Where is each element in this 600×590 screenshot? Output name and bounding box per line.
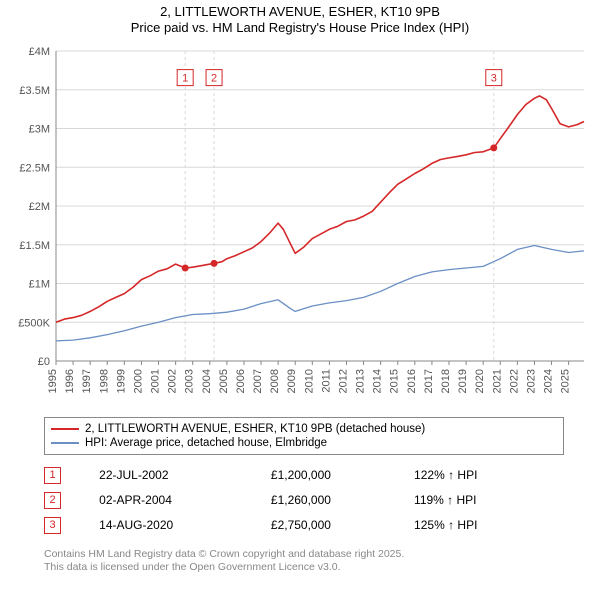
chart-title: 2, LITTLEWORTH AVENUE, ESHER, KT10 9PB P… — [8, 4, 592, 37]
svg-text:£4M: £4M — [29, 46, 50, 58]
svg-text:2023: 2023 — [525, 369, 537, 393]
marker-number-box: 3 — [44, 517, 61, 534]
svg-text:2011: 2011 — [320, 369, 332, 393]
chart-plot: £0 £500K £1M £1.5M £2M £2.5M £3M £3.5M £4M 1995 19… — [8, 41, 592, 411]
svg-text:1997: 1997 — [81, 369, 93, 393]
footer-line-2: This data is licensed under the Open Gov… — [44, 561, 592, 575]
svg-text:2002: 2002 — [167, 369, 179, 393]
svg-text:£3.5M: £3.5M — [19, 84, 50, 96]
svg-text:2009: 2009 — [286, 369, 298, 393]
svg-text:2005: 2005 — [218, 369, 230, 393]
svg-text:£2M: £2M — [29, 201, 50, 213]
legend-swatch — [51, 428, 79, 430]
svg-text:£1.5M: £1.5M — [19, 239, 50, 251]
svg-text:2024: 2024 — [543, 369, 555, 393]
svg-text:2013: 2013 — [355, 369, 367, 393]
svg-text:2021: 2021 — [491, 369, 503, 393]
marker-price: £1,260,000 — [271, 488, 414, 513]
marker-date: 02-APR-2004 — [99, 488, 271, 513]
marker-table: 1 22-JUL-2002£1,200,000122% ↑ HPI 2 02-APR-… — [44, 463, 564, 538]
svg-text:£1M: £1M — [29, 278, 50, 290]
svg-text:2016: 2016 — [406, 369, 418, 393]
legend-swatch — [51, 442, 79, 444]
svg-text:£500K: £500K — [18, 317, 50, 329]
title-line-1: 2, LITTLEWORTH AVENUE, ESHER, KT10 9PB — [8, 4, 592, 20]
svg-text:2015: 2015 — [389, 369, 401, 393]
svg-text:2003: 2003 — [184, 369, 196, 393]
svg-text:1996: 1996 — [64, 369, 76, 393]
svg-text:2000: 2000 — [132, 369, 144, 393]
svg-text:£3M: £3M — [29, 123, 50, 135]
svg-text:2019: 2019 — [457, 369, 469, 393]
svg-text:£0: £0 — [38, 356, 50, 368]
chart-svg: £0 £500K £1M £1.5M £2M £2.5M £3M £3.5M £4M 1995 19… — [8, 41, 592, 411]
svg-text:2006: 2006 — [235, 369, 247, 393]
svg-text:2008: 2008 — [269, 369, 281, 393]
svg-text:2007: 2007 — [252, 369, 264, 393]
svg-text:2018: 2018 — [440, 369, 452, 393]
footer: Contains HM Land Registry data © Crown c… — [44, 548, 592, 575]
marker-number-box: 2 — [44, 492, 61, 509]
legend: 2, LITTLEWORTH AVENUE, ESHER, KT10 9PB (… — [44, 417, 564, 455]
svg-text:2022: 2022 — [508, 369, 520, 393]
svg-text:2025: 2025 — [560, 369, 572, 393]
legend-item: 2, LITTLEWORTH AVENUE, ESHER, KT10 9PB (… — [51, 422, 557, 436]
marker-pct: 122% ↑ HPI — [414, 463, 564, 488]
svg-text:3: 3 — [491, 72, 497, 84]
marker-number-box: 1 — [44, 467, 61, 484]
svg-text:2014: 2014 — [372, 369, 384, 393]
legend-item: HPI: Average price, detached house, Elmb… — [51, 436, 557, 450]
svg-text:£2.5M: £2.5M — [19, 162, 50, 174]
marker-row: 2 02-APR-2004£1,260,000119% ↑ HPI — [44, 488, 564, 513]
svg-text:1: 1 — [182, 72, 188, 84]
marker-date: 14-AUG-2020 — [99, 513, 271, 538]
svg-text:1995: 1995 — [47, 369, 59, 393]
svg-text:2020: 2020 — [474, 369, 486, 393]
footer-line-1: Contains HM Land Registry data © Crown c… — [44, 548, 592, 562]
marker-pct: 119% ↑ HPI — [414, 488, 564, 513]
marker-row: 3 14-AUG-2020£2,750,000125% ↑ HPI — [44, 513, 564, 538]
marker-row: 1 22-JUL-2002£1,200,000122% ↑ HPI — [44, 463, 564, 488]
marker-price: £1,200,000 — [271, 463, 414, 488]
svg-text:2001: 2001 — [150, 369, 162, 393]
svg-text:2010: 2010 — [303, 369, 315, 393]
svg-text:2017: 2017 — [423, 369, 435, 393]
legend-label: 2, LITTLEWORTH AVENUE, ESHER, KT10 9PB (… — [85, 423, 425, 435]
marker-pct: 125% ↑ HPI — [414, 513, 564, 538]
marker-date: 22-JUL-2002 — [99, 463, 271, 488]
marker-price: £2,750,000 — [271, 513, 414, 538]
legend-label: HPI: Average price, detached house, Elmb… — [85, 437, 327, 449]
svg-text:2012: 2012 — [337, 369, 349, 393]
svg-text:2: 2 — [211, 72, 217, 84]
svg-text:1998: 1998 — [98, 369, 110, 393]
svg-text:1999: 1999 — [115, 369, 127, 393]
title-line-2: Price paid vs. HM Land Registry's House … — [8, 20, 592, 36]
chart-container: 2, LITTLEWORTH AVENUE, ESHER, KT10 9PB P… — [0, 0, 600, 583]
svg-text:2004: 2004 — [201, 369, 213, 393]
